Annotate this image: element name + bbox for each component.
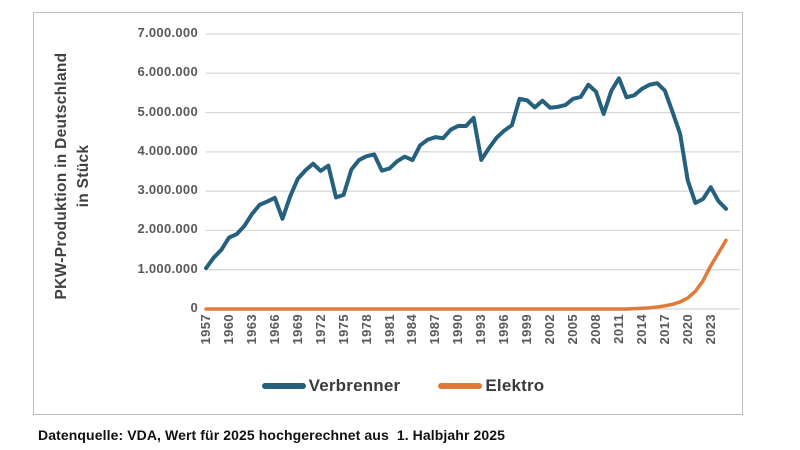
x-tick-label: 1972 [312,314,328,345]
x-tick-label: 2020 [679,314,695,345]
y-tick-label: 2.000.000 [137,221,198,237]
legend-label-verbrenner: Verbrenner [308,376,401,395]
x-tick-label: 1966 [266,314,282,345]
x-tick-label: 2008 [588,314,603,345]
x-tick-label: 2023 [702,314,718,345]
x-tick-label: 1969 [289,314,305,345]
y-tick-label: 1.000.000 [137,260,198,276]
y-tick-label: 6.000.000 [137,64,198,80]
y-tick-label: 4.000.000 [137,142,198,158]
x-tick-label: 1963 [243,314,259,345]
x-tick-label: 2017 [656,314,672,345]
series-line-elektro [204,238,728,311]
x-tick-label: 1981 [381,314,397,345]
x-tick-label: 2005 [565,314,581,345]
legend: Verbrenner Elektro [34,376,742,396]
x-tick-label: 1990 [450,314,466,345]
x-tick-label: 1960 [220,314,236,345]
y-tick-label: 5.000.000 [137,103,198,119]
data-source-caption: Datenquelle: VDA, Wert für 2025 hochgere… [38,427,506,443]
x-tick-label: 1993 [473,314,489,345]
plot-area [204,33,740,311]
x-tick-label: 1984 [404,314,420,345]
x-tick-label: 1978 [358,314,374,345]
series-line-verbrenner [204,76,728,271]
x-tick-label: 1957 [198,314,213,345]
y-tick-label: 7.000.000 [137,25,198,40]
legend-label-elektro: Elektro [485,376,545,395]
y-tick-label: 3.000.000 [137,182,198,198]
chart-card: PKW-Produktion in Deutschland in Stück 0… [33,12,743,415]
elektro-line-swatch-icon [438,383,483,389]
legend-item-verbrenner: Verbrenner [261,376,401,396]
x-tick-label: 1999 [519,314,535,345]
legend-item-elektro: Elektro [438,376,544,396]
x-tick-label: 2014 [633,314,649,345]
verbrenner-line-swatch-icon [261,383,306,389]
x-tick-label: 1975 [335,314,351,345]
y-tick-label: 0 [190,300,198,315]
x-tick-label: 2002 [542,314,558,345]
x-tick-label: 1996 [496,314,512,345]
x-tick-label: 2011 [610,314,626,344]
x-tick-label: 1987 [427,314,443,345]
